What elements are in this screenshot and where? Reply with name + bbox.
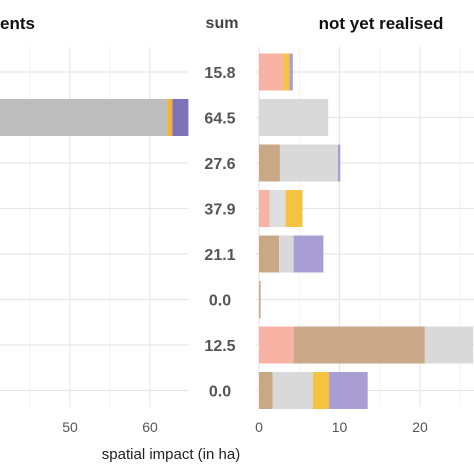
right-bar-segment: [259, 235, 280, 273]
sum-value: 12.5: [204, 338, 235, 355]
x-axis-title: spatial impact (in ha): [102, 446, 240, 463]
right-bar-segment: [259, 53, 284, 91]
right-bar-segment: [289, 53, 293, 91]
right-bar-segment: [283, 53, 290, 91]
sum-column: 15.8 64.5 27.6 37.9 21.1 0.0 12.5 0.0: [204, 65, 235, 401]
right-x-tick-label: 10: [332, 419, 348, 435]
sum-header: sum: [206, 15, 239, 32]
right-bar-segment: [259, 144, 280, 182]
right-bar-segment: [269, 190, 286, 227]
right-bar-segment: [279, 235, 294, 273]
right-panel-title: not yet realised: [319, 14, 444, 33]
left-bar-segment: [0, 99, 168, 136]
right-bar-segment: [259, 281, 261, 318]
left-panel: 50 60: [0, 47, 189, 435]
right-bar-segment: [329, 372, 368, 409]
right-bar-segment: [272, 372, 313, 409]
sum-value: 0.0: [209, 293, 231, 310]
right-bar-segment: [259, 326, 294, 364]
sum-value: 15.8: [204, 65, 235, 82]
right-bar-segment: [293, 235, 324, 273]
left-bar-segment: [167, 99, 173, 136]
left-bar-segment: [172, 99, 189, 136]
sum-value: 0.0: [209, 384, 231, 401]
right-x-tick-label: 20: [412, 419, 428, 435]
sum-value: 37.9: [204, 202, 235, 219]
left-panel-title: ents: [0, 14, 35, 33]
right-bar-segment: [424, 326, 474, 364]
sum-value: 64.5: [204, 111, 235, 128]
right-bar-segment: [259, 372, 273, 409]
right-bar-segment: [312, 372, 330, 409]
right-bar-segment: [259, 190, 270, 227]
right-bar-segment: [285, 190, 303, 227]
sum-value: 21.1: [204, 247, 235, 264]
left-x-tick-label: 60: [142, 419, 158, 435]
right-panel: 0 10 20: [255, 47, 474, 435]
right-bar-segment: [337, 144, 341, 182]
right-bar-segment: [279, 144, 338, 182]
right-bar-segment: [259, 99, 329, 136]
right-bar-segment: [293, 326, 425, 364]
sum-value: 27.6: [204, 156, 235, 173]
right-x-tick-label: 0: [255, 419, 263, 435]
left-x-tick-label: 50: [62, 419, 78, 435]
